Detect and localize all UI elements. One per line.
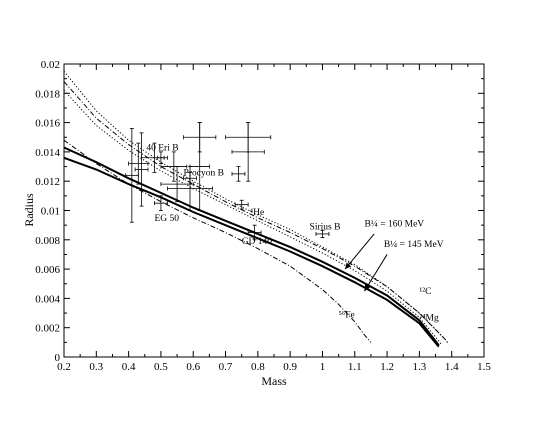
annotation-arrow [364, 254, 388, 292]
arrow-shaft [344, 233, 375, 270]
observation-point [189, 122, 210, 211]
observation-point [315, 229, 330, 239]
observation-point [128, 142, 149, 185]
observation-point [231, 122, 265, 182]
arrow-shaft [364, 254, 388, 292]
x-tick-label: 0.5 [154, 361, 168, 373]
annotation-label: ⁵⁶Fe [339, 310, 355, 320]
observation-point [160, 151, 188, 182]
annotation-label: ²⁴Mg [419, 313, 439, 323]
x-tick-label: 0.7 [219, 361, 233, 373]
series-line-6 [63, 139, 372, 343]
observation-point [247, 224, 262, 241]
annotation-arrow [344, 233, 375, 270]
series-line-4 [63, 81, 449, 345]
x-tick-label: 0.6 [186, 361, 200, 373]
observation-point [160, 166, 194, 203]
x-tick-label: 1.5 [477, 361, 491, 373]
annotation-label: ¹²C [419, 287, 431, 297]
observation-point [231, 166, 246, 182]
y-tick-label: 0.006 [35, 264, 60, 276]
annotation-label: B¼ = 145 MeV [384, 240, 444, 250]
y-tick-label: 0.004 [35, 293, 60, 305]
y-tick-label: 0.014 [35, 147, 60, 159]
x-tick-label: 0.8 [251, 361, 265, 373]
x-tick-label: 1.1 [348, 361, 362, 373]
y-tick-label: 0.008 [35, 235, 60, 247]
observed-white-dwarfs [124, 122, 330, 241]
y-axis-ticks: 0 0.002 0.004 0.006 0.008 0.01 0.012 0.014 0.016… [35, 59, 484, 364]
y-tick-label: 0.016 [35, 118, 60, 130]
series-line-2 [63, 156, 440, 348]
y-tick-label: 0 [55, 352, 61, 364]
observation-point [134, 132, 149, 207]
annotation-label: Procyon B [184, 168, 224, 178]
annotation-label: 40 Eri B [146, 143, 178, 153]
y-tick-label: 0.01 [41, 206, 60, 218]
annotation-label: EG 50 [154, 214, 179, 224]
model-curves [63, 70, 449, 348]
x-tick-label: 0.4 [122, 361, 136, 373]
observation-point [154, 195, 168, 211]
x-tick-label: 0.9 [283, 361, 297, 373]
x-tick-label: 1.3 [413, 361, 427, 373]
arrow-head [364, 284, 371, 292]
x-tick-label: 1.4 [445, 361, 459, 373]
x-axis-ticks: 0.2 0.3 0.4 0.5 0.6 0.7 0.8 0.9 1 1.1 1.2 1.3 1.4 1.5 [57, 64, 491, 373]
annotations: 40 Eri B Procyon B EG 50 GD 140 Sirius B ⁴He ¹… [146, 143, 443, 323]
x-tick-label: 1 [320, 361, 326, 373]
arrow-head [345, 262, 352, 270]
x-tick-label: 0.2 [57, 361, 71, 373]
annotation-label: B¼ = 160 MeV [364, 220, 424, 230]
annotation-label: Sirius B [310, 223, 341, 233]
annotation-label: ⁴He [250, 208, 264, 218]
y-tick-label: 0.012 [35, 176, 60, 188]
x-axis-label: Mass [261, 374, 287, 388]
observation-point [124, 128, 139, 223]
observation-point [234, 199, 249, 210]
y-tick-label: 0.02 [41, 59, 60, 71]
series-line-1 [63, 146, 440, 346]
observation-point [157, 151, 165, 165]
x-tick-label: 0.3 [89, 361, 103, 373]
annotation-arrows [344, 233, 388, 292]
observation-point [166, 166, 214, 211]
annotation-label: GD 140 [242, 237, 273, 247]
y-tick-label: 0.018 [35, 88, 60, 100]
y-axis-label: Radius [22, 193, 36, 227]
x-tick-label: 1.2 [380, 361, 394, 373]
y-tick-label: 0.002 [35, 323, 60, 335]
observation-point [141, 142, 168, 173]
series-line-5 [63, 90, 443, 346]
